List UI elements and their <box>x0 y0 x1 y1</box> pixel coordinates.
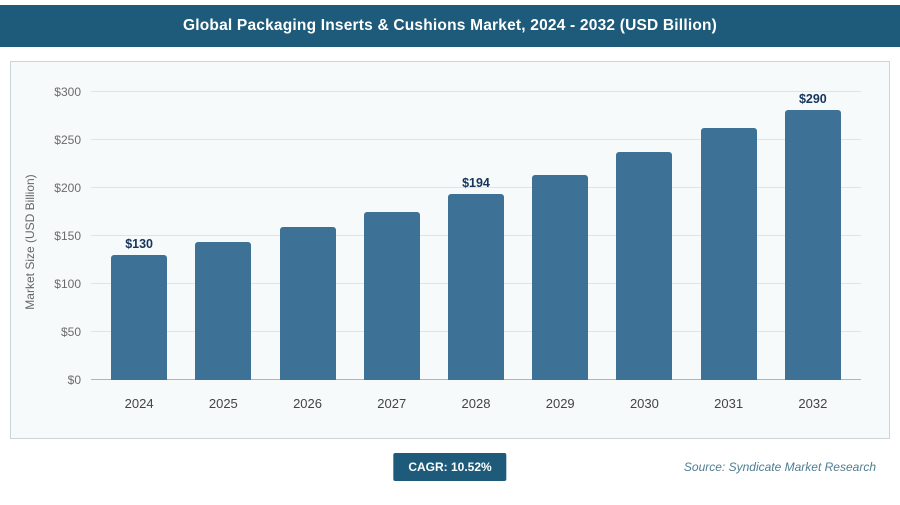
bar-2027 <box>363 212 420 380</box>
chart-title-banner: Global Packaging Inserts & Cushions Mark… <box>0 5 900 47</box>
bar-value-label: $194 <box>462 175 490 190</box>
bar-2029 <box>532 174 589 380</box>
x-tick-label: 2025 <box>208 396 238 411</box>
gridline <box>91 91 861 92</box>
source-text: Source: Syndicate Market Research <box>683 460 876 474</box>
bar-2031 <box>700 128 757 380</box>
plot-area: $0 $50 $100 $150 $200 $250 $300 $130 $194 $290 <box>54 85 861 387</box>
bar-cell-2027 <box>350 92 434 380</box>
bars-container: $130 $194 $290 <box>91 92 861 380</box>
bar-cell-2030 <box>602 92 686 380</box>
bar-cell-2024: $130 <box>97 92 181 380</box>
y-tick-label: $100 <box>54 277 81 291</box>
chart-panel: Market Size (USD Billion) $0 $50 $100 $150 $… <box>10 61 890 439</box>
y-tick-label: $300 <box>54 85 81 99</box>
bar-cell-2032: $290 <box>771 92 855 380</box>
bar-2024 <box>111 255 168 380</box>
bar-2025 <box>195 241 252 380</box>
x-tick-label: 2030 <box>629 396 659 411</box>
bar-2032 <box>784 110 841 380</box>
x-tick-label: 2029 <box>545 396 575 411</box>
gridline <box>91 187 861 188</box>
bar-cell-2025 <box>181 92 265 380</box>
x-tick-label: 2031 <box>714 396 744 411</box>
bar-cell-2031 <box>687 92 771 380</box>
bar-cell-2026 <box>265 92 349 380</box>
x-tick-label: 2028 <box>461 396 491 411</box>
bar-2028 <box>447 193 504 380</box>
bar-2030 <box>616 152 673 380</box>
x-axis-labels: 2024 2025 2026 2027 2028 2029 2030 2031 2032 <box>91 396 861 414</box>
y-tick-label: $150 <box>54 229 81 243</box>
x-tick-label: 2026 <box>293 396 322 411</box>
chart-footer: CAGR: 10.52% Source: Syndicate Market Re… <box>0 451 900 483</box>
bar-cell-2028: $194 <box>434 92 518 380</box>
y-tick-label: $0 <box>67 373 81 387</box>
cagr-badge: CAGR: 10.52% <box>393 453 507 481</box>
y-tick-label: $200 <box>54 181 81 195</box>
x-tick-label: 2027 <box>377 396 407 411</box>
bar-value-label: $290 <box>798 92 827 106</box>
y-tick-label: $250 <box>54 133 81 147</box>
chart-title: Global Packaging Inserts & Cushions Mark… <box>182 17 718 34</box>
gridline <box>91 139 861 140</box>
y-axis-title: Market Size (USD Billion) <box>23 174 37 311</box>
bar-2026 <box>279 227 336 380</box>
y-tick-label: $50 <box>60 325 81 339</box>
x-tick-label: 2032 <box>798 396 828 411</box>
bar-cell-2029 <box>518 92 602 380</box>
x-tick-label: 2024 <box>124 396 154 411</box>
bar-value-label: $130 <box>125 237 154 252</box>
